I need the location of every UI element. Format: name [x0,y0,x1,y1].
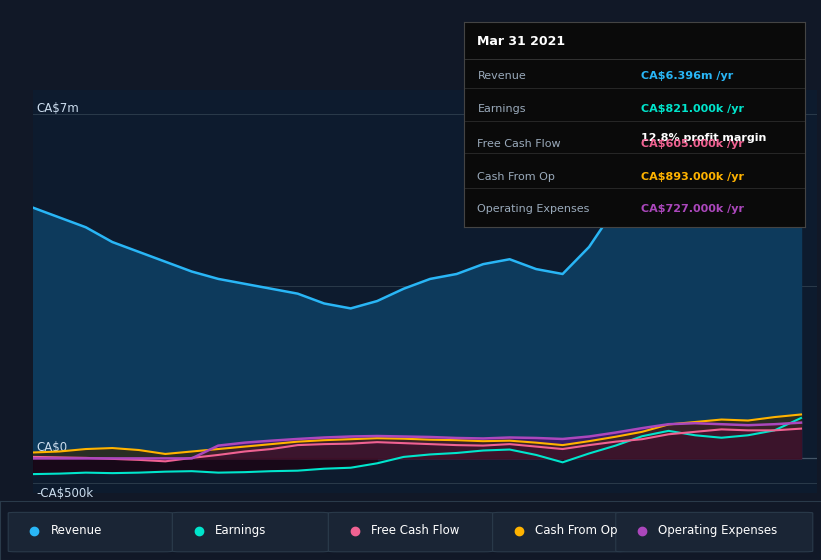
FancyBboxPatch shape [172,512,328,552]
Text: Mar 31 2021: Mar 31 2021 [478,35,566,48]
Text: CA$6.396m /yr: CA$6.396m /yr [641,72,733,81]
Text: Cash From Op: Cash From Op [535,524,617,537]
Text: CA$727.000k /yr: CA$727.000k /yr [641,204,744,214]
Text: Revenue: Revenue [51,524,103,537]
FancyBboxPatch shape [493,512,624,552]
FancyBboxPatch shape [328,512,493,552]
Text: Earnings: Earnings [478,104,526,114]
Text: CA$7m: CA$7m [37,102,80,115]
Text: Free Cash Flow: Free Cash Flow [478,139,561,149]
Text: CA$0: CA$0 [37,441,68,454]
Text: 12.8% profit margin: 12.8% profit margin [641,133,767,143]
Text: CA$893.000k /yr: CA$893.000k /yr [641,171,744,181]
Text: CA$605.000k /yr: CA$605.000k /yr [641,139,744,149]
Text: Revenue: Revenue [478,72,526,81]
FancyBboxPatch shape [616,512,813,552]
Text: -CA$500k: -CA$500k [37,487,94,500]
Text: CA$821.000k /yr: CA$821.000k /yr [641,104,744,114]
Text: Cash From Op: Cash From Op [478,171,555,181]
FancyBboxPatch shape [8,512,172,552]
Text: Free Cash Flow: Free Cash Flow [371,524,460,537]
Text: Earnings: Earnings [215,524,267,537]
Text: Operating Expenses: Operating Expenses [658,524,777,537]
Text: Operating Expenses: Operating Expenses [478,204,589,214]
